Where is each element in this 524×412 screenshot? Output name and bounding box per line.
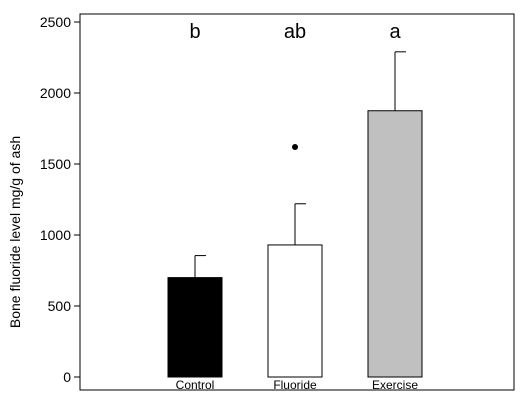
- plot-frame: [79, 13, 515, 391]
- category-label: Exercise: [372, 378, 418, 392]
- significance-letter: b: [189, 21, 200, 43]
- y-tick-label: 0: [63, 369, 71, 385]
- outlier-point: [292, 143, 298, 150]
- bar-control: [167, 277, 223, 378]
- bars: [167, 51, 423, 378]
- bar-exercise: [367, 110, 423, 378]
- category-labels: b Control ab Fluoride a Exercise: [176, 21, 419, 392]
- significance-letter: ab: [284, 21, 306, 43]
- y-axis-label: Bone fluoride level mg/g of ash: [7, 136, 23, 328]
- significance-letter: a: [389, 21, 401, 43]
- y-tick-label: 2000: [40, 85, 71, 101]
- y-tick-label: 1000: [40, 227, 71, 243]
- y-tick-label: 1500: [40, 156, 71, 172]
- category-label: Fluoride: [273, 378, 317, 392]
- y-axis: 0 500 1000 1500 2000 2500: [40, 14, 80, 385]
- y-tick-label: 2500: [40, 14, 71, 30]
- y-tick-label: 500: [48, 298, 72, 314]
- bar-fluoride: [267, 244, 323, 378]
- category-label: Control: [176, 378, 215, 392]
